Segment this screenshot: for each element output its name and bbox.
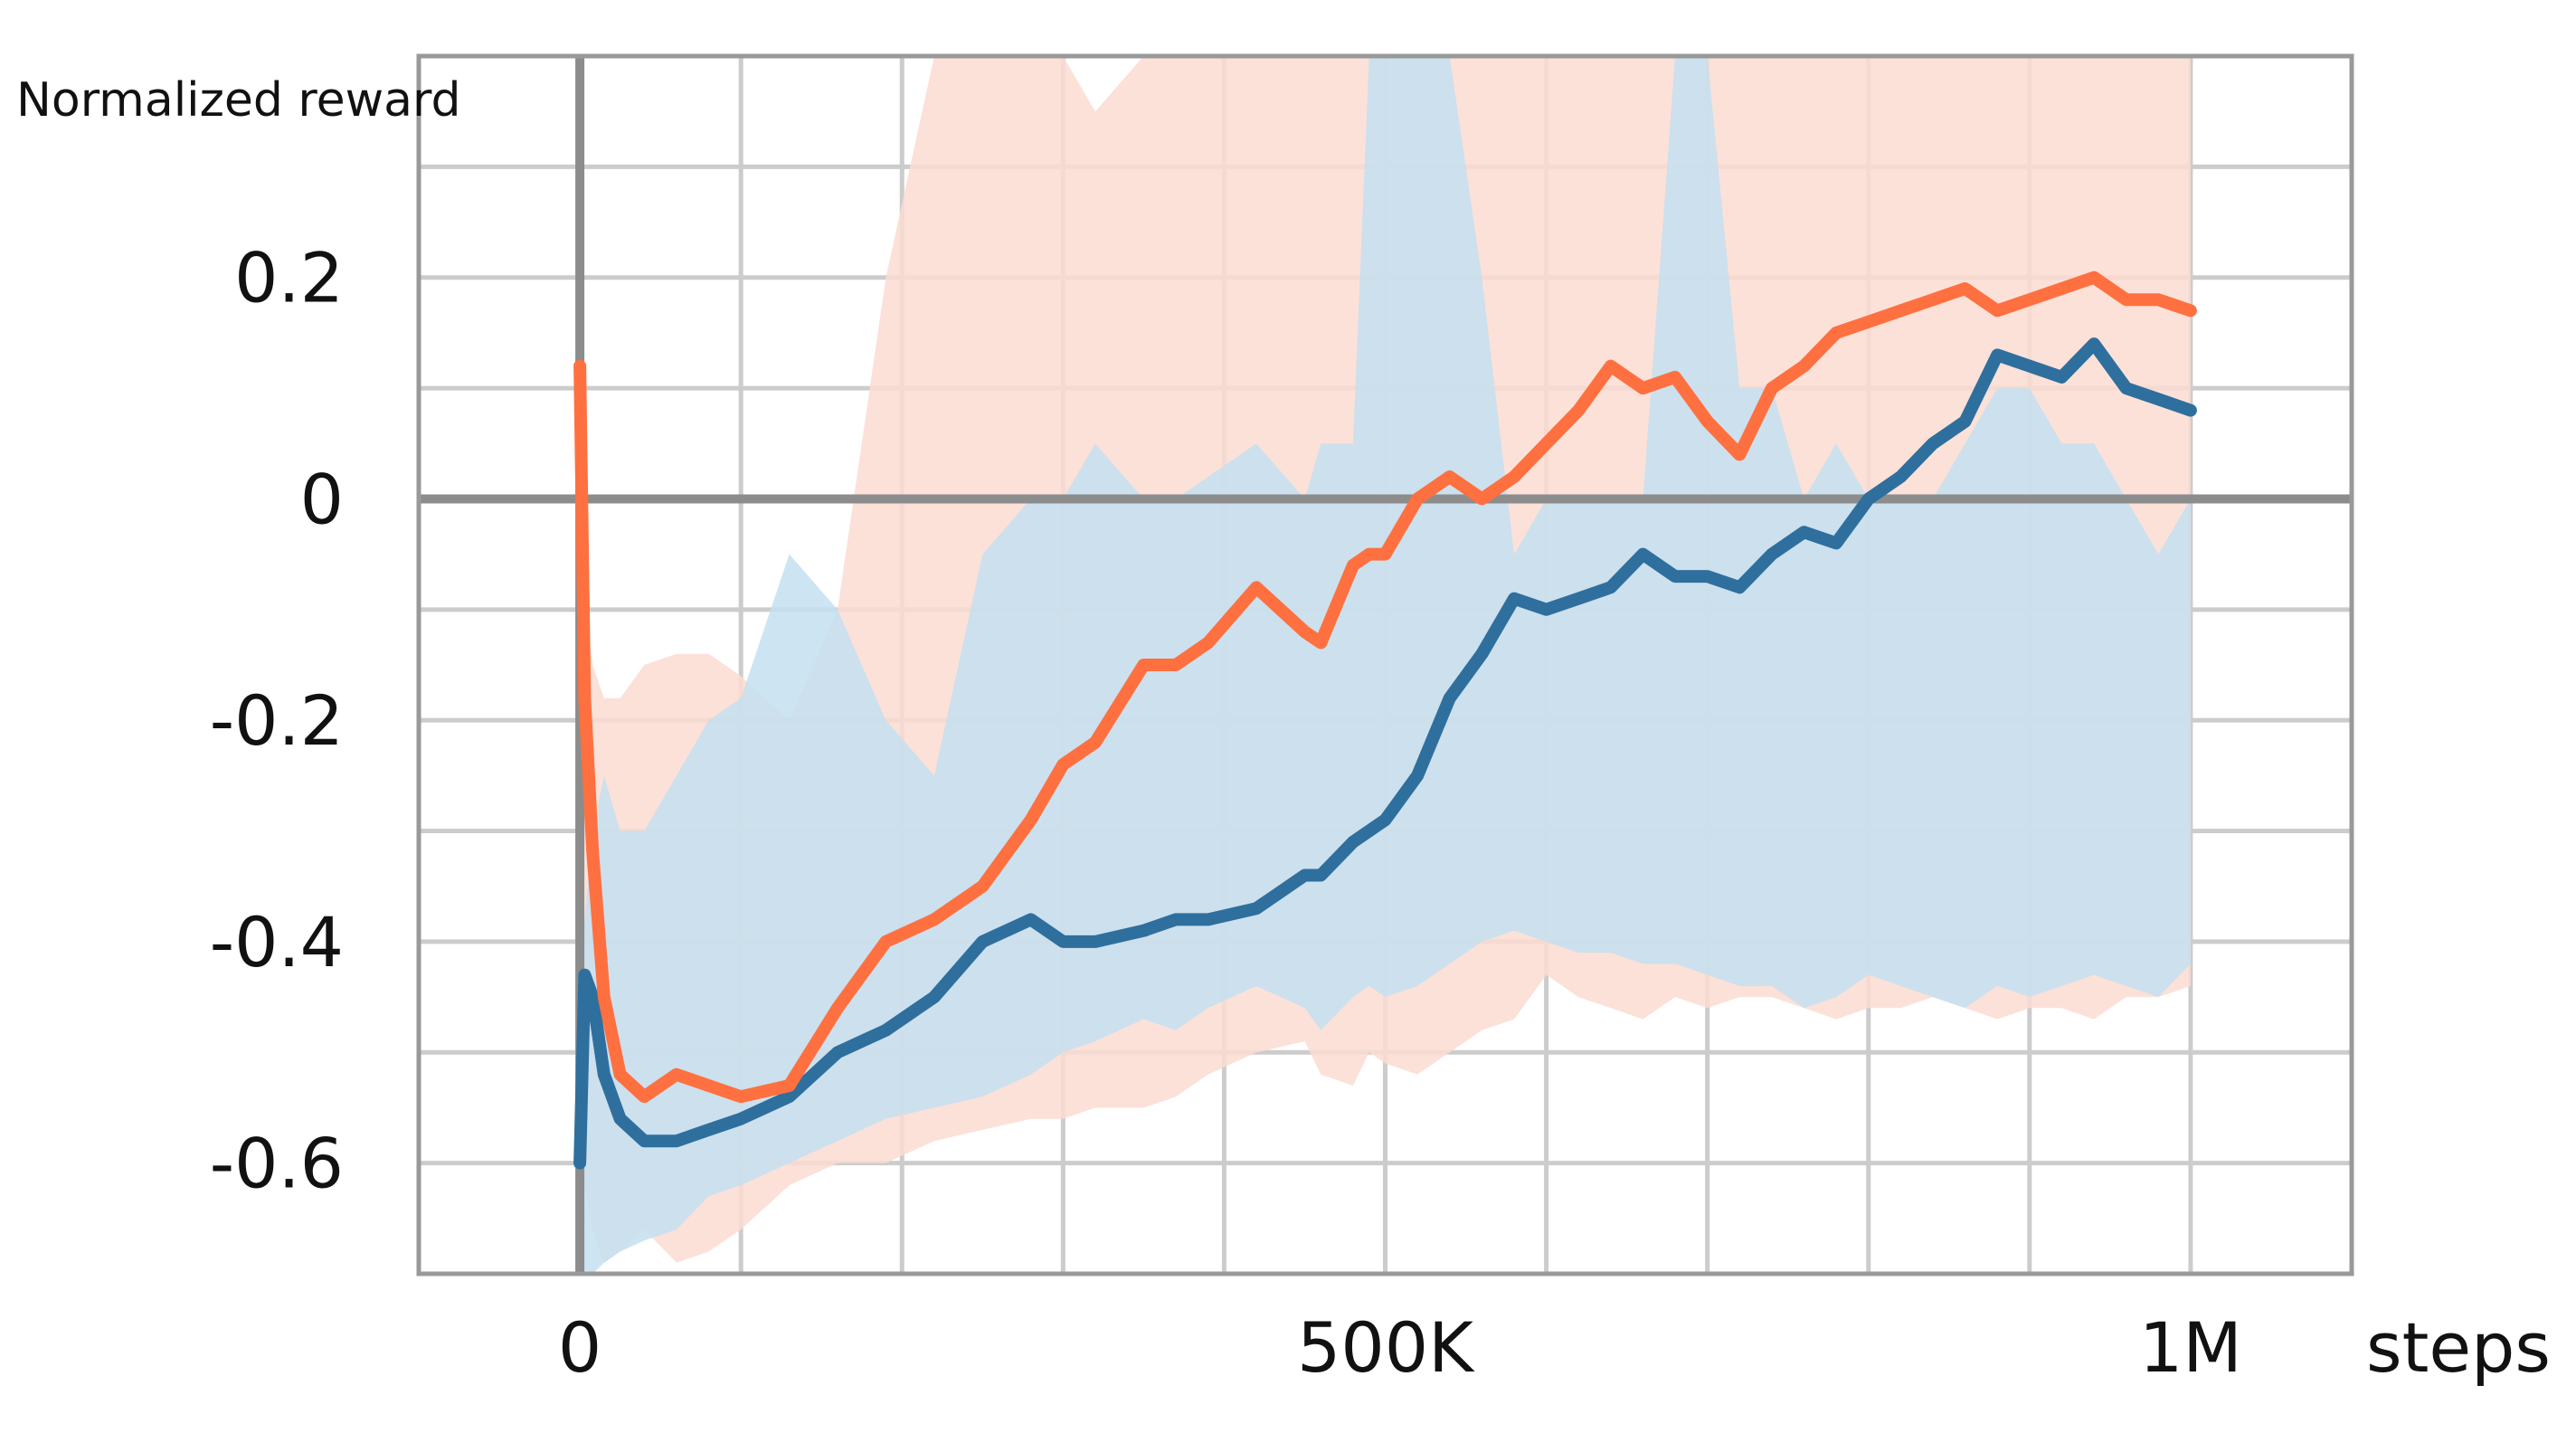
y-tick-label: 0.2	[234, 238, 344, 318]
y-tick-label: 0	[300, 459, 344, 539]
plot-frame	[416, 53, 2354, 1276]
series-1-band	[580, 56, 2191, 1274]
plot-border	[416, 53, 2354, 1276]
series-lines	[573, 270, 2197, 1170]
series-1-line	[573, 337, 2197, 1170]
y-tick-label: -0.2	[210, 680, 344, 761]
x-tick-label: 1M	[2139, 1307, 2242, 1388]
x-tick-label: 500K	[1297, 1307, 1475, 1388]
x-tick-label: 0	[558, 1307, 601, 1388]
y-axis-label: Normalized reward	[16, 73, 461, 128]
series-0-line	[573, 270, 2197, 1104]
y-tick-label: -0.4	[210, 902, 344, 982]
y-tick-label: -0.6	[210, 1124, 344, 1204]
tick-labels: 0.2 0 -0.2 -0.4 -0.6 0 500K 1M	[210, 238, 2242, 1388]
x-axis-label: steps	[2366, 1307, 2551, 1388]
variance-bands	[580, 56, 2191, 1274]
